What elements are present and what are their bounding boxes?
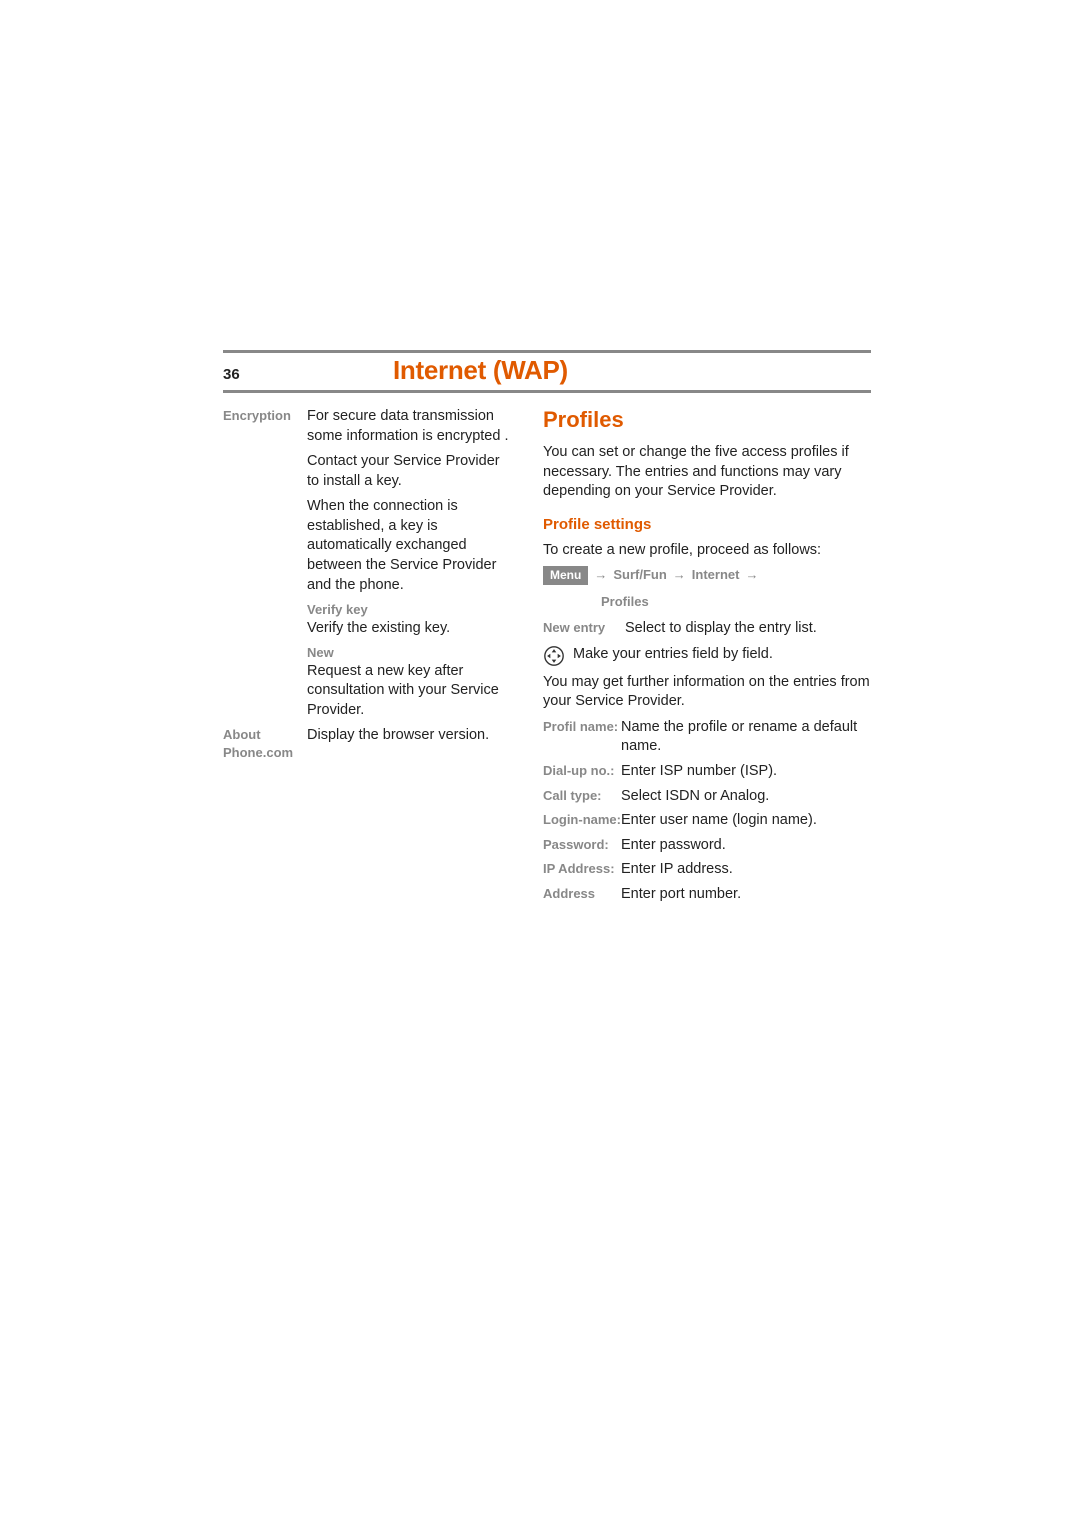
field-login: Login-name: Enter user name (login name)… — [543, 811, 871, 831]
dialup-text: Enter ISP number (ISP). — [621, 762, 871, 782]
encryption-label: Encryption — [223, 407, 307, 726]
profile-settings-intro: To create a new profile, proceed as foll… — [543, 541, 871, 561]
about-section: About Phone.com Display the browser vers… — [223, 726, 515, 761]
about-text: Display the browser version. — [307, 726, 515, 746]
address-label: Address — [543, 885, 621, 905]
dialup-label: Dial-up no.: — [543, 762, 621, 782]
field-profil-name: Profil name: Name the profile or rename … — [543, 718, 871, 757]
calltype-text: Select ISDN or Analog. — [621, 787, 871, 807]
field-dialup: Dial-up no.: Enter ISP number (ISP). — [543, 762, 871, 782]
path-profiles: Profiles — [601, 593, 649, 611]
field-ip: IP Address: Enter IP address. — [543, 860, 871, 880]
manual-page: 36 Internet (WAP) Encryption For secure … — [223, 350, 871, 909]
ip-label: IP Address: — [543, 860, 621, 880]
new-key-text: Request a new key after consultation wit… — [307, 662, 515, 721]
about-label: About Phone.com — [223, 726, 307, 761]
arrow-icon: → — [594, 566, 607, 584]
profiles-intro: You can set or change the five access pr… — [543, 443, 871, 502]
profiles-heading: Profiles — [543, 407, 871, 433]
field-password: Password: Enter password. — [543, 836, 871, 856]
new-entry-text: Select to display the entry list. — [625, 619, 871, 639]
content-columns: Encryption For secure data transmission … — [223, 407, 871, 909]
login-label: Login-name: — [543, 811, 621, 831]
dpad-icon — [543, 645, 565, 667]
new-entry-row: New entry Select to display the entry li… — [543, 619, 871, 639]
left-column: Encryption For secure data transmission … — [223, 407, 515, 909]
verify-key-label: Verify key — [307, 601, 515, 619]
password-label: Password: — [543, 836, 621, 856]
field-address: Address Enter port number. — [543, 885, 871, 905]
profile-settings-heading: Profile settings — [543, 516, 871, 533]
password-text: Enter password. — [621, 836, 871, 856]
page-title: Internet (WAP) — [393, 355, 568, 386]
profil-name-text: Name the profile or rename a default nam… — [621, 718, 871, 757]
encryption-p1: For secure data transmission some inform… — [307, 407, 515, 446]
path-internet: Internet — [692, 566, 740, 584]
page-number: 36 — [223, 366, 393, 383]
profil-name-label: Profil name: — [543, 718, 621, 757]
calltype-label: Call type: — [543, 787, 621, 807]
address-text: Enter port number. — [621, 885, 871, 905]
about-body: Display the browser version. — [307, 726, 515, 761]
provider-note: You may get further information on the e… — [543, 673, 871, 712]
menu-button-chip: Menu — [543, 566, 588, 585]
right-column: Profiles You can set or change the five … — [543, 407, 871, 909]
encryption-body: For secure data transmission some inform… — [307, 407, 515, 726]
login-text: Enter user name (login name). — [621, 811, 871, 831]
menu-path: Menu → Surf/Fun → Internet → — [543, 566, 871, 585]
arrow-icon: → — [745, 566, 758, 584]
ip-text: Enter IP address. — [621, 860, 871, 880]
encryption-p3: When the connection is established, a ke… — [307, 497, 515, 595]
field-calltype: Call type: Select ISDN or Analog. — [543, 787, 871, 807]
page-header: 36 Internet (WAP) — [223, 350, 871, 393]
encryption-section: Encryption For secure data transmission … — [223, 407, 515, 726]
verify-key-text: Verify the existing key. — [307, 619, 515, 639]
new-entry-label: New entry — [543, 619, 617, 637]
nav-text: Make your entries field by field. — [573, 645, 871, 665]
menu-path-line2: Profiles — [543, 593, 871, 611]
encryption-p2: Contact your Service Provider to install… — [307, 452, 515, 491]
nav-entry-row: Make your entries field by field. — [543, 645, 871, 667]
new-key-label: New — [307, 644, 515, 662]
path-surf-fun: Surf/Fun — [613, 566, 666, 584]
arrow-icon: → — [673, 566, 686, 584]
